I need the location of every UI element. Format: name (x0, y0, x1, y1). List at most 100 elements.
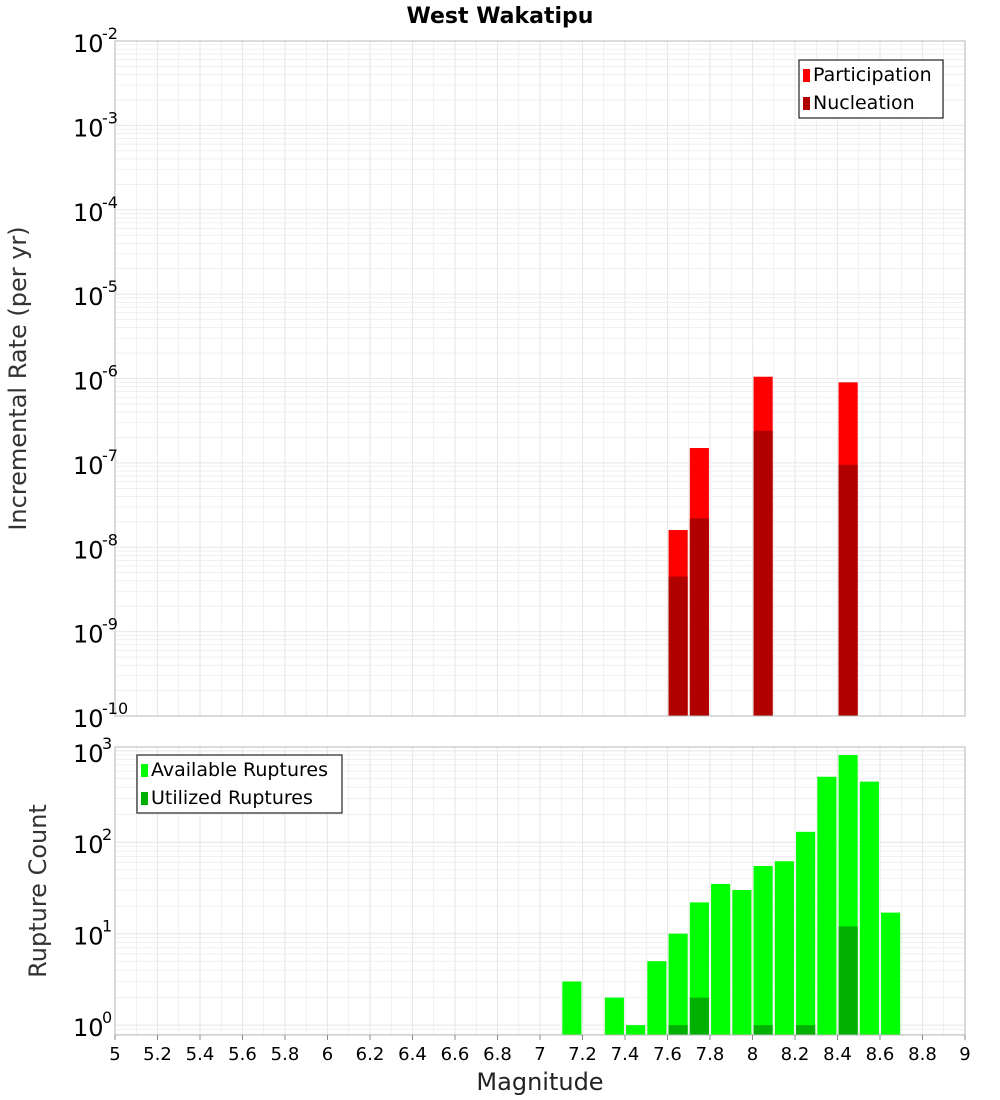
legend-label: Available Ruptures (151, 759, 328, 781)
y-tick-label: 10-6 (73, 362, 118, 396)
y-tick-label: 10-2 (73, 24, 118, 58)
available-bar (647, 961, 667, 1035)
count-legend: Available Ruptures Utilized Ruptures (136, 754, 343, 814)
x-tick-label: 5 (109, 1044, 120, 1065)
available-bar (859, 781, 879, 1035)
utilized-bar (796, 1025, 816, 1035)
available-bar (774, 861, 794, 1035)
x-tick-label: 8.8 (908, 1044, 937, 1065)
x-axis-label: Magnitude (476, 1068, 603, 1096)
x-tick-label: 7.4 (611, 1044, 640, 1065)
y-tick-exponent: 0 (102, 1008, 112, 1027)
legend-box (798, 59, 944, 119)
x-tick-label: 5.4 (186, 1044, 215, 1065)
x-tick-label: 8 (747, 1044, 758, 1065)
x-tick-label: 8.2 (781, 1044, 810, 1065)
y-tick-label: 102 (73, 825, 112, 859)
x-tick-label: 5.8 (271, 1044, 300, 1065)
legend-label: Participation (813, 64, 932, 86)
y-tick-base: 10 (73, 740, 104, 768)
rate-legend: Participation Nucleation (798, 59, 944, 119)
nucleation-bar (753, 430, 773, 716)
nucleation-bar (838, 464, 858, 716)
available-bar (881, 912, 901, 1035)
y-tick-label: 10-5 (73, 277, 118, 311)
rate-grid (114, 40, 966, 717)
y-tick-exponent: 3 (102, 734, 112, 753)
y-tick-base: 10 (73, 368, 104, 396)
x-tick-label: 5.6 (228, 1044, 257, 1065)
y-tick-base: 10 (73, 283, 104, 311)
x-tick-label: 7.6 (653, 1044, 682, 1065)
utilized-bar (689, 997, 709, 1035)
y-tick-base: 10 (73, 831, 104, 859)
available-bar (817, 776, 837, 1035)
y-tick-exponent: 1 (102, 917, 112, 936)
count-y-axis-label: Rupture Count (24, 804, 52, 978)
rate-plot-frame (114, 40, 966, 717)
y-tick-exponent: 2 (102, 825, 112, 844)
y-tick-base: 10 (73, 705, 104, 733)
x-tick-label: 9 (959, 1044, 970, 1065)
y-tick-label: 100 (73, 1008, 112, 1042)
rate-bars (668, 376, 858, 716)
x-tick-label: 7 (534, 1044, 545, 1065)
utilized-bar (838, 926, 858, 1035)
x-tick-label: 6.8 (483, 1044, 512, 1065)
nucleation-bar (668, 576, 688, 716)
legend-label: Nucleation (813, 92, 915, 114)
y-tick-exponent: -6 (102, 362, 118, 381)
available-bar (604, 997, 624, 1035)
available-bar (732, 890, 752, 1035)
y-tick-exponent: -2 (102, 24, 118, 43)
available-bar (711, 883, 731, 1035)
y-tick-exponent: -5 (102, 277, 118, 296)
y-tick-label: 103 (73, 734, 112, 768)
x-tick-label: 7.8 (696, 1044, 725, 1065)
x-tick-label: 7.2 (568, 1044, 597, 1065)
y-tick-label: 10-4 (73, 193, 118, 227)
y-tick-exponent: -8 (102, 530, 118, 549)
y-tick-base: 10 (73, 536, 104, 564)
y-tick-label: 10-10 (73, 699, 128, 733)
y-tick-exponent: -4 (102, 193, 118, 212)
legend-swatch (141, 792, 148, 805)
y-tick-base: 10 (73, 199, 104, 227)
rate-y-axis-label: Incremental Rate (per yr) (4, 226, 32, 530)
count-grid (114, 747, 966, 1035)
y-tick-base: 10 (73, 1014, 104, 1042)
legend-label: Utilized Ruptures (151, 787, 313, 809)
available-bar (796, 831, 816, 1035)
x-tick-label: 8.6 (866, 1044, 895, 1065)
x-ticks: 5 5.2 5.4 5.6 5.8 6 6.2 6.4 6.6 6.8 7 7.2 7.4 7.6 7.8 8… (109, 1035, 971, 1065)
x-tick-label: 6.2 (356, 1044, 385, 1065)
x-tick-label: 6 (322, 1044, 333, 1065)
y-tick-label: 10-8 (73, 530, 118, 564)
y-tick-label: 101 (73, 917, 112, 951)
legend-swatch (141, 764, 148, 777)
legend-box (136, 754, 343, 814)
chart-title: West Wakatipu (407, 4, 594, 29)
legend-swatch (803, 69, 810, 82)
x-tick-label: 5.2 (143, 1044, 172, 1065)
y-tick-base: 10 (73, 923, 104, 951)
y-tick-label: 10-7 (73, 446, 118, 480)
available-bar (562, 981, 582, 1035)
nucleation-bar (689, 518, 709, 716)
y-tick-base: 10 (73, 30, 104, 58)
y-tick-label: 10-9 (73, 615, 118, 649)
y-tick-exponent: -7 (102, 446, 118, 465)
x-tick-label: 6.4 (398, 1044, 427, 1065)
y-tick-exponent: -9 (102, 615, 118, 634)
y-tick-base: 10 (73, 621, 104, 649)
utilized-bar (753, 1025, 773, 1035)
utilized-bar (668, 1025, 688, 1035)
available-bar (668, 933, 688, 1035)
y-tick-base: 10 (73, 452, 104, 480)
x-tick-label: 8.4 (823, 1044, 852, 1065)
legend-swatch (803, 97, 810, 110)
